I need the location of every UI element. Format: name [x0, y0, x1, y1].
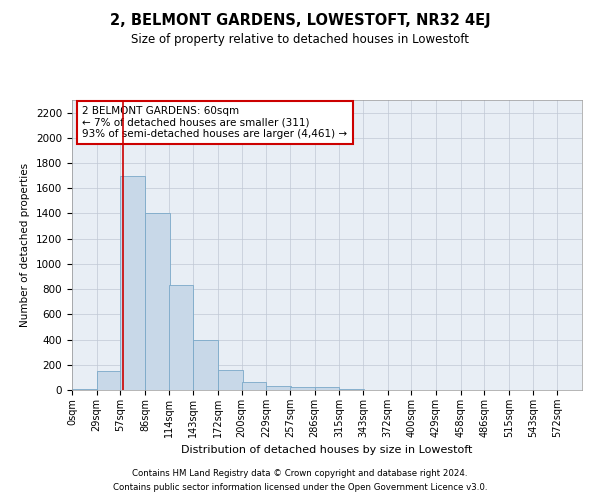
Text: Size of property relative to detached houses in Lowestoft: Size of property relative to detached ho…	[131, 32, 469, 46]
Text: 2, BELMONT GARDENS, LOWESTOFT, NR32 4EJ: 2, BELMONT GARDENS, LOWESTOFT, NR32 4EJ	[110, 12, 490, 28]
Bar	[266, 386, 291, 390]
Bar	[121, 176, 145, 390]
Bar	[314, 388, 340, 390]
Bar	[145, 214, 170, 390]
Y-axis label: Number of detached properties: Number of detached properties	[20, 163, 31, 327]
Text: Contains HM Land Registry data © Crown copyright and database right 2024.: Contains HM Land Registry data © Crown c…	[132, 468, 468, 477]
Bar	[242, 382, 266, 390]
Bar	[290, 388, 314, 390]
Text: 2 BELMONT GARDENS: 60sqm
← 7% of detached houses are smaller (311)
93% of semi-d: 2 BELMONT GARDENS: 60sqm ← 7% of detache…	[82, 106, 347, 139]
Bar	[218, 370, 242, 390]
Bar	[169, 286, 193, 390]
Bar	[97, 371, 121, 390]
X-axis label: Distribution of detached houses by size in Lowestoft: Distribution of detached houses by size …	[181, 446, 473, 456]
Text: Contains public sector information licensed under the Open Government Licence v3: Contains public sector information licen…	[113, 484, 487, 492]
Bar	[72, 388, 97, 390]
Bar	[193, 340, 218, 390]
